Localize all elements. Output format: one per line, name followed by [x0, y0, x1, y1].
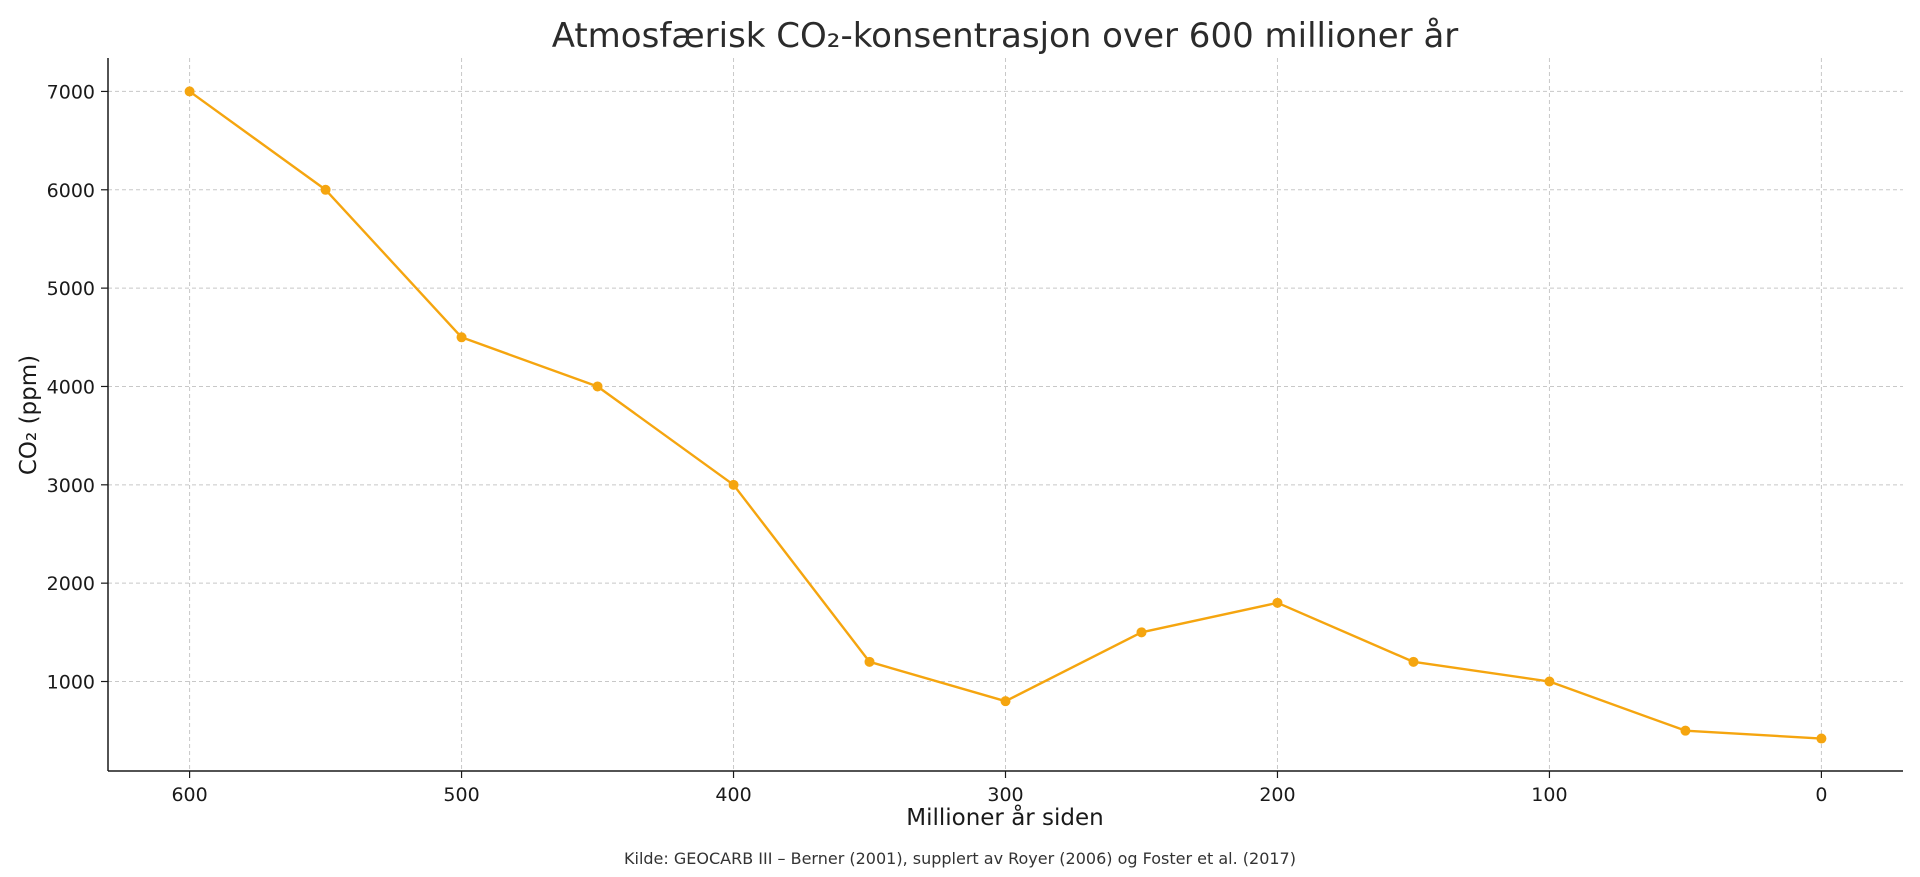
y-tick-label: 2000: [47, 573, 95, 595]
x-tick-label: 500: [443, 784, 479, 806]
y-tick-label: 4000: [47, 376, 95, 398]
y-tick-label: 7000: [47, 81, 95, 103]
x-tick-label: 100: [1531, 784, 1567, 806]
x-axis-label: Millioner år siden: [906, 803, 1104, 831]
data-point: [592, 381, 603, 392]
x-tick-label: 600: [171, 784, 207, 806]
data-point: [1272, 597, 1283, 608]
data-point: [864, 656, 875, 667]
data-point: [1816, 733, 1827, 744]
data-point: [1544, 676, 1555, 687]
y-axis-label: CO₂ (ppm): [16, 355, 42, 475]
chart-title: Atmosfærisk CO₂-konsentrasjon over 600 m…: [552, 16, 1459, 56]
x-tick-label: 300: [987, 784, 1023, 806]
y-tick-label: 1000: [47, 672, 95, 694]
x-tick-label: 200: [1259, 784, 1295, 806]
data-point: [456, 332, 467, 343]
data-point: [1136, 627, 1147, 638]
data-point: [1408, 656, 1419, 667]
y-tick-label: 6000: [47, 180, 95, 202]
source-note: Kilde: GEOCARB III – Berner (2001), supp…: [624, 849, 1296, 868]
data-point: [320, 184, 331, 195]
data-point: [1000, 696, 1011, 707]
data-point: [1680, 725, 1691, 736]
axes-layer: 600 500 400 300 200 100 0100020003000400050006…: [47, 58, 1903, 806]
series-layer: [184, 86, 1827, 744]
y-tick-label: 5000: [47, 278, 95, 300]
x-tick-label: 400: [715, 784, 751, 806]
data-point: [184, 86, 195, 97]
y-tick-label: 3000: [47, 475, 95, 497]
data-point: [728, 479, 739, 490]
x-tick-label: 0: [1815, 784, 1827, 806]
grid-layer: [108, 58, 1903, 771]
